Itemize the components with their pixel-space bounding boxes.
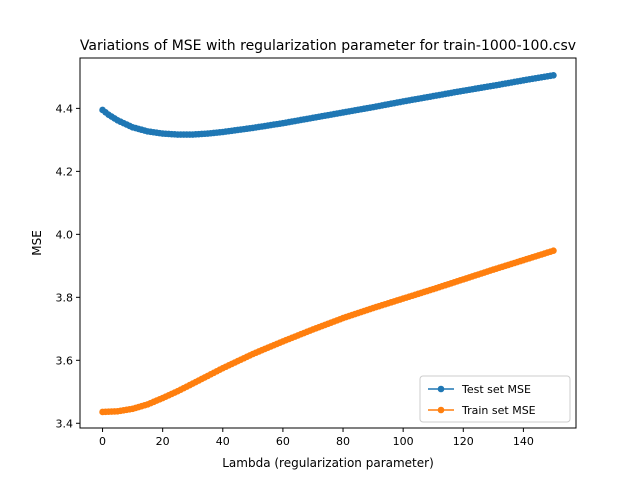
y-tick-label: 4.4 [56, 102, 74, 115]
y-tick-label: 3.8 [56, 291, 74, 304]
x-tick-label: 140 [513, 435, 534, 448]
series-train-set-mse [99, 247, 557, 416]
x-tick-label: 80 [336, 435, 350, 448]
legend-marker [437, 406, 445, 414]
y-axis-label: MSE [30, 230, 44, 256]
series-test-set-mse [99, 72, 557, 138]
x-axis-ticks: 0 20 40 60 80 100 120 140 [99, 428, 534, 448]
y-axis-ticks: 3.4 3.6 3.8 4.0 4.2 4.4 [56, 102, 80, 430]
plot-frame [79, 57, 577, 429]
legend-label: Train set MSE [461, 404, 536, 417]
data-point [550, 247, 557, 255]
x-tick-label: 120 [453, 435, 474, 448]
legend-item: Test set MSE [428, 383, 531, 396]
data-point [550, 72, 557, 79]
legend-item: Train set MSE [428, 404, 536, 417]
y-tick-label: 4.0 [56, 228, 74, 241]
series-layer [99, 72, 557, 416]
y-tick-label: 3.6 [56, 354, 74, 367]
y-tick-label: 4.2 [56, 165, 74, 178]
legend: Test set MSE Train set MSE [419, 375, 571, 423]
x-tick-label: 40 [216, 435, 230, 448]
x-tick-label: 20 [156, 435, 170, 448]
legend-box [419, 375, 571, 423]
legend-label: Test set MSE [461, 383, 531, 396]
x-tick-label: 100 [393, 435, 414, 448]
x-tick-label: 60 [276, 435, 290, 448]
legend-marker [437, 385, 445, 393]
y-tick-label: 3.4 [56, 417, 74, 430]
x-axis-label: Lambda (regularization parameter) [222, 456, 434, 470]
x-tick-label: 0 [99, 435, 106, 448]
chart-title: Variations of MSE with regularization pa… [80, 38, 576, 54]
plot-area [79, 57, 577, 429]
